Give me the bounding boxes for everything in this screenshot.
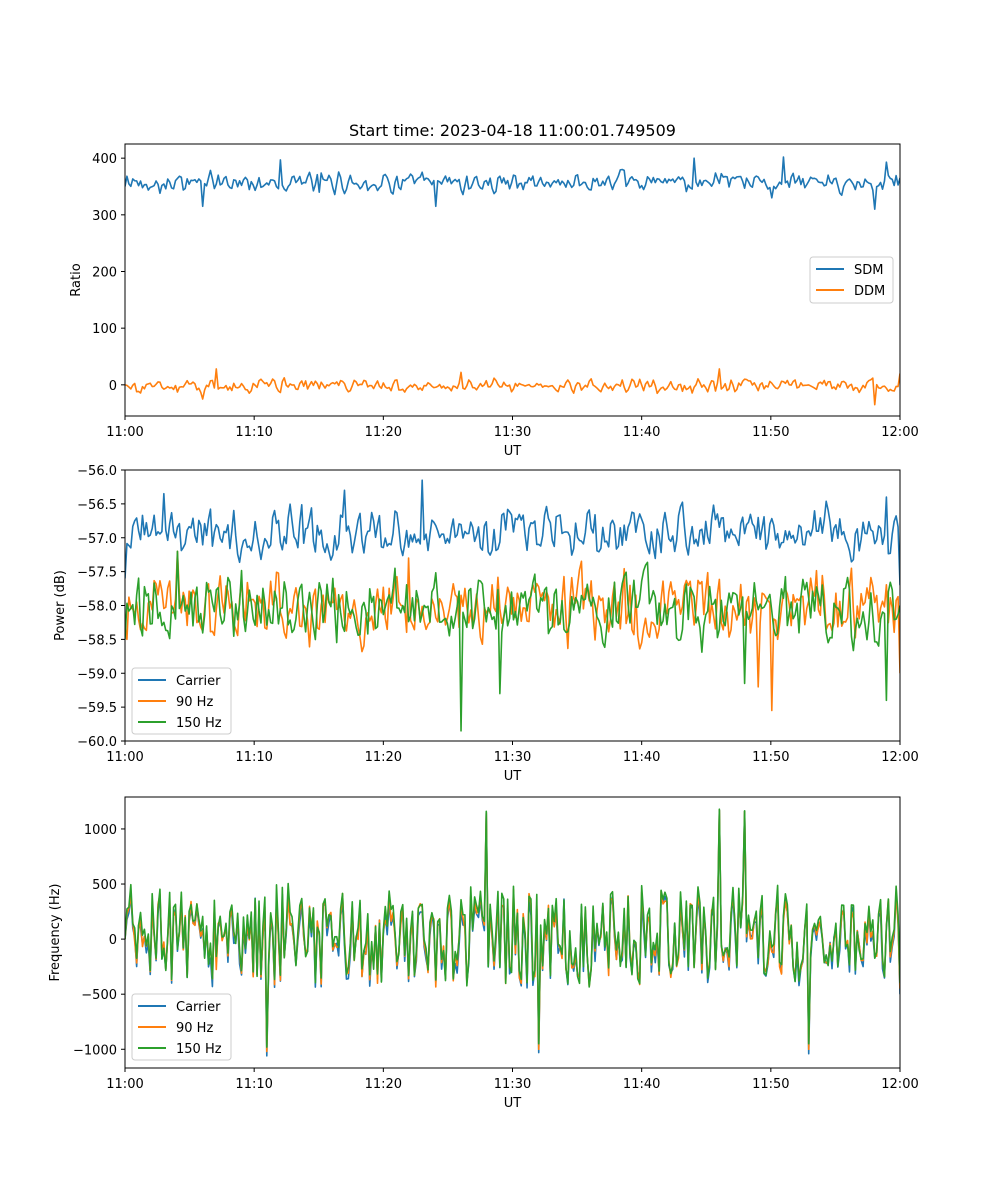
- legend: Carrier 90 Hz 150 Hz: [131, 667, 232, 735]
- x-axis-label: UT: [504, 769, 522, 784]
- y-tick-label: −58.0: [77, 600, 117, 615]
- x-tick-label: 12:00: [881, 1077, 918, 1092]
- ratio-panel: 11:00 11:10 11:20 11:30 11:40 11:50 12:00 0 100 2…: [69, 121, 919, 459]
- x-tick-label: 12:00: [881, 750, 918, 765]
- y-tick-label: 400: [92, 152, 117, 167]
- y-axis-label: Frequency (Hz): [48, 883, 63, 981]
- x-tick-label: 11:30: [494, 425, 531, 440]
- y-tick-label: 0: [109, 933, 117, 948]
- x-tick-label: 11:10: [235, 425, 272, 440]
- x-tick-label: 12:00: [881, 425, 918, 440]
- x-tick-label: 11:50: [752, 750, 789, 765]
- legend-label: 150 Hz: [176, 716, 222, 731]
- legend-label: SDM: [854, 263, 883, 278]
- legend-label: 150 Hz: [176, 1042, 222, 1057]
- y-tick-label: 500: [92, 878, 117, 893]
- legend-label: 90 Hz: [176, 1021, 213, 1036]
- y-axis-label: Power (dB): [53, 570, 68, 641]
- x-tick-label: 11:00: [106, 750, 143, 765]
- y-tick-label: −500: [81, 988, 117, 1003]
- series-line-150-hz: [125, 550, 900, 732]
- x-tick-label: 11:10: [235, 1077, 272, 1092]
- x-tick-label: 11:00: [106, 425, 143, 440]
- y-tick-label: −58.5: [77, 633, 117, 648]
- y-axis-label: Ratio: [69, 263, 84, 296]
- x-tick-label: 11:30: [494, 750, 531, 765]
- series-line-150-hz: [125, 808, 900, 1048]
- frequency-panel: 11:00 11:10 11:20 11:30 11:40 11:50 12:00 1000 5…: [48, 796, 919, 1111]
- x-tick-label: 11:20: [365, 750, 402, 765]
- power-panel: 11:00 11:10 11:20 11:30 11:40 11:50 12:00 −56.0…: [53, 464, 919, 784]
- legend: Carrier 90 Hz 150 Hz: [131, 993, 232, 1061]
- legend-label: 90 Hz: [176, 695, 213, 710]
- y-tick-label: 1000: [84, 823, 117, 838]
- x-tick-label: 11:50: [752, 425, 789, 440]
- x-tick-label: 11:30: [494, 1077, 531, 1092]
- chart-title: Start time: 2023-04-18 11:00:01.749509: [349, 121, 676, 140]
- y-tick-label: 100: [92, 322, 117, 337]
- x-axis-label: UT: [504, 1096, 522, 1111]
- legend-box: [131, 993, 232, 1061]
- y-tick-label: 200: [92, 266, 117, 281]
- y-tick-label: −57.5: [77, 566, 117, 581]
- power-traces: [125, 479, 900, 732]
- legend-label: Carrier: [176, 674, 221, 689]
- legend: SDM DDM: [809, 256, 894, 304]
- x-tick-label: 11:00: [106, 1077, 143, 1092]
- series-line-ddm: [125, 368, 900, 406]
- y-tick-label: −56.0: [77, 464, 117, 479]
- y-tick-label: 0: [109, 379, 117, 394]
- ratio-traces: [125, 156, 900, 406]
- y-tick-label: −59.0: [77, 667, 117, 682]
- frequency-traces: [125, 808, 900, 1057]
- legend-label: DDM: [854, 284, 885, 299]
- y-tick-label: −56.5: [77, 498, 117, 513]
- x-tick-label: 11:40: [623, 1077, 660, 1092]
- x-tick-label: 11:50: [752, 1077, 789, 1092]
- legend-box: [131, 667, 232, 735]
- x-axis-label: UT: [504, 444, 522, 459]
- x-tick-label: 11:40: [623, 425, 660, 440]
- y-tick-label: −59.5: [77, 701, 117, 716]
- y-tick-label: −57.0: [77, 532, 117, 547]
- legend-label: Carrier: [176, 1000, 221, 1015]
- y-tick-label: 300: [92, 209, 117, 224]
- series-line-sdm: [125, 156, 900, 210]
- y-tick-label: −60.0: [77, 735, 117, 750]
- y-tick-label: −1000: [73, 1043, 117, 1058]
- x-tick-label: 11:40: [623, 750, 660, 765]
- x-tick-label: 11:10: [235, 750, 272, 765]
- x-tick-label: 11:20: [365, 425, 402, 440]
- series-line-carrier: [125, 479, 900, 586]
- x-tick-label: 11:20: [365, 1077, 402, 1092]
